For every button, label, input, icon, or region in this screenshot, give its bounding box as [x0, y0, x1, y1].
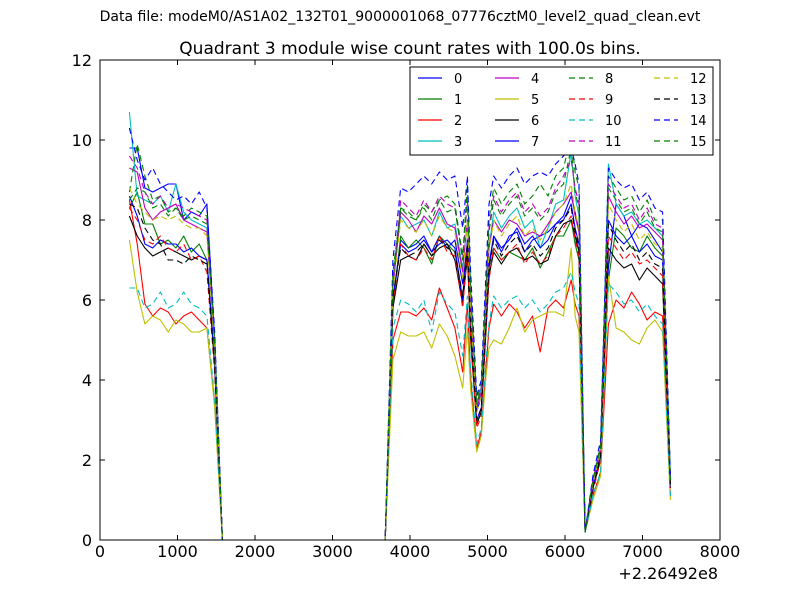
x-axis-offset-label: +2.26492e8 [618, 564, 718, 583]
legend-label-1: 1 [454, 93, 462, 108]
chart-title: Quadrant 3 module wise count rates with … [179, 39, 640, 59]
y-tick-label: 2 [82, 451, 92, 470]
series-line-8 [128, 135, 671, 541]
series-line-0 [129, 147, 671, 541]
legend-label-2: 2 [454, 114, 462, 129]
legend-label-8: 8 [605, 72, 613, 87]
legend-box [409, 66, 714, 156]
y-tick-label: 0 [82, 531, 92, 550]
legend-label-13: 13 [690, 93, 707, 108]
series-line-3 [128, 111, 671, 541]
x-tick-label: 2000 [235, 542, 276, 561]
y-tick-label: 8 [82, 211, 92, 230]
y-tick-label: 4 [82, 371, 92, 390]
x-tick-label: 1000 [157, 542, 198, 561]
y-tick-label: 10 [72, 131, 92, 150]
axes-layer: 0 1000 2000 3000 4000 5000 6000 7000 80000246810… [72, 51, 741, 561]
legend-label-7: 7 [531, 135, 539, 150]
legend-label-11: 11 [605, 135, 622, 150]
legend-label-15: 15 [690, 135, 707, 150]
x-tick-label: 8000 [700, 542, 741, 561]
series-layer [128, 111, 671, 541]
legend-label-4: 4 [531, 72, 539, 87]
legend-label-14: 14 [690, 114, 707, 129]
legend-label-0: 0 [454, 72, 462, 87]
legend-label-3: 3 [454, 135, 462, 150]
figure-suptitle: Data file: modeM0/AS1A02_132T01_90000010… [99, 9, 701, 25]
legend-label-10: 10 [605, 114, 622, 129]
x-tick-label: 0 [95, 542, 105, 561]
y-tick-label: 12 [72, 51, 92, 70]
x-tick-label: 7000 [622, 542, 663, 561]
x-tick-label: 6000 [545, 542, 586, 561]
legend-label-9: 9 [605, 93, 613, 108]
legend-label-12: 12 [690, 72, 707, 87]
y-tick-label: 6 [82, 291, 92, 310]
x-tick-label: 4000 [390, 542, 431, 561]
series-line-15 [128, 147, 671, 541]
series-line-13 [129, 203, 671, 541]
legend-label-6: 6 [531, 114, 539, 129]
x-tick-label: 5000 [467, 542, 508, 561]
legend-label-5: 5 [531, 93, 539, 108]
x-tick-label: 3000 [312, 542, 353, 561]
